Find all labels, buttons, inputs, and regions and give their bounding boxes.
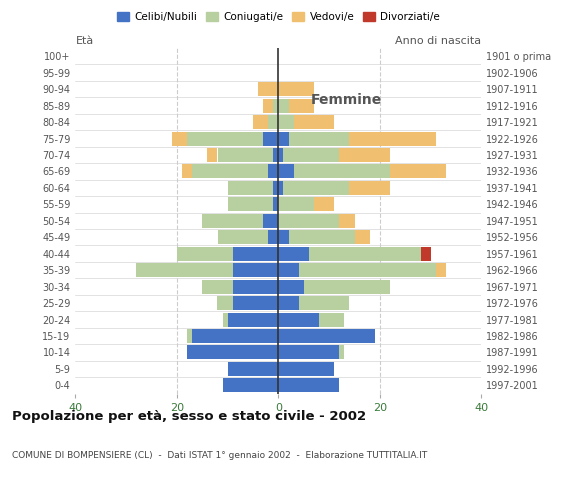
Bar <box>390 165 446 179</box>
Bar <box>172 132 187 145</box>
Bar <box>288 98 314 113</box>
Bar <box>187 132 263 145</box>
Bar <box>339 214 354 228</box>
Bar <box>192 165 268 179</box>
Bar <box>278 247 309 261</box>
Bar <box>218 230 268 244</box>
Text: Popolazione per età, sesso e stato civile - 2002: Popolazione per età, sesso e stato civil… <box>12 410 366 423</box>
Bar <box>293 165 390 179</box>
Bar <box>288 132 349 145</box>
Bar <box>309 247 420 261</box>
Bar <box>288 230 354 244</box>
Bar <box>227 312 278 326</box>
Bar <box>278 362 334 376</box>
Bar <box>268 115 278 129</box>
Bar <box>278 263 299 277</box>
Bar <box>202 280 233 294</box>
Bar <box>227 181 273 195</box>
Bar <box>354 230 370 244</box>
Bar <box>202 214 263 228</box>
Bar <box>420 247 430 261</box>
Bar <box>299 296 349 310</box>
Bar <box>273 197 278 211</box>
Bar <box>218 148 273 162</box>
Bar <box>218 296 233 310</box>
Bar <box>187 346 278 360</box>
Bar <box>278 115 293 129</box>
Bar <box>278 132 288 145</box>
Bar <box>207 148 218 162</box>
Text: Femmine: Femmine <box>311 93 382 107</box>
Bar <box>436 263 446 277</box>
Bar <box>278 346 339 360</box>
Bar <box>187 329 192 343</box>
Bar <box>278 98 288 113</box>
Legend: Celibi/Nubili, Coniugati/e, Vedovi/e, Divorziati/e: Celibi/Nubili, Coniugati/e, Vedovi/e, Di… <box>113 8 444 26</box>
Bar <box>278 329 375 343</box>
Bar <box>263 214 278 228</box>
Bar <box>278 214 339 228</box>
Bar <box>192 329 278 343</box>
Bar <box>349 181 390 195</box>
Bar <box>278 312 319 326</box>
Bar <box>258 82 278 96</box>
Bar <box>278 197 314 211</box>
Text: Età: Età <box>75 36 93 46</box>
Bar <box>177 247 233 261</box>
Bar <box>278 378 339 392</box>
Bar <box>293 115 334 129</box>
Bar <box>278 148 284 162</box>
Text: COMUNE DI BOMPENSIERE (CL)  -  Dati ISTAT 1° gennaio 2002  -  Elaborazione TUTTI: COMUNE DI BOMPENSIERE (CL) - Dati ISTAT … <box>12 451 427 460</box>
Bar <box>273 181 278 195</box>
Bar <box>273 98 278 113</box>
Bar <box>319 312 345 326</box>
Bar <box>278 296 299 310</box>
Bar <box>233 280 278 294</box>
Bar <box>339 346 345 360</box>
Bar <box>273 148 278 162</box>
Bar <box>223 312 227 326</box>
Bar <box>233 296 278 310</box>
Bar <box>253 115 268 129</box>
Bar <box>339 148 390 162</box>
Bar <box>278 230 288 244</box>
Bar <box>314 197 334 211</box>
Text: Anno di nascita: Anno di nascita <box>396 36 481 46</box>
Bar <box>263 98 273 113</box>
Bar <box>278 82 314 96</box>
Bar <box>284 181 349 195</box>
Bar <box>278 280 304 294</box>
Bar <box>263 132 278 145</box>
Bar <box>349 132 436 145</box>
Bar <box>284 148 339 162</box>
Bar <box>299 263 436 277</box>
Bar <box>223 378 278 392</box>
Bar <box>227 197 273 211</box>
Bar <box>227 362 278 376</box>
Bar <box>268 230 278 244</box>
Bar <box>268 165 278 179</box>
Bar <box>136 263 233 277</box>
Bar <box>182 165 192 179</box>
Bar <box>233 263 278 277</box>
Bar <box>304 280 390 294</box>
Bar <box>278 165 293 179</box>
Bar <box>278 181 284 195</box>
Bar <box>233 247 278 261</box>
